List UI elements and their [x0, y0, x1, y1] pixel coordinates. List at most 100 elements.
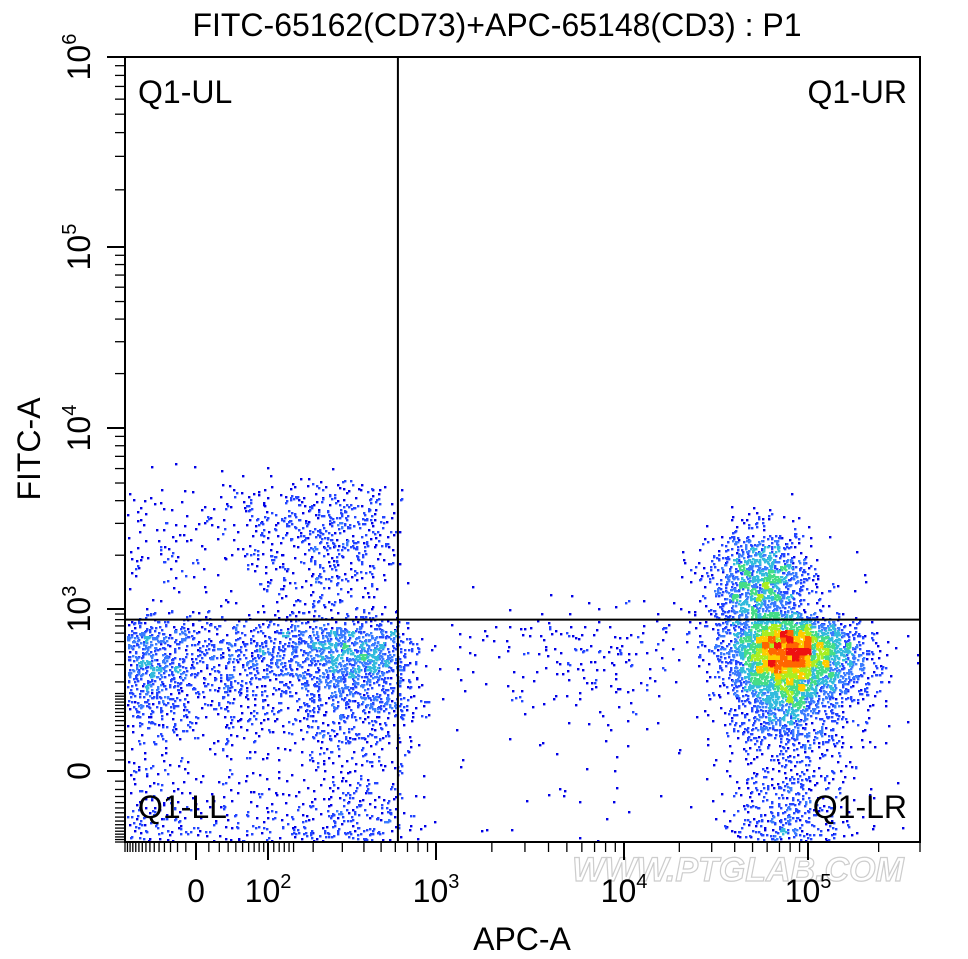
event-point	[298, 499, 301, 502]
event-point	[378, 670, 381, 673]
event-point	[733, 795, 736, 798]
event-point	[784, 592, 787, 595]
event-point	[133, 499, 136, 502]
event-point	[254, 751, 257, 754]
event-point	[734, 724, 737, 727]
event-point	[294, 513, 297, 516]
event-point	[713, 694, 716, 697]
event-point	[286, 523, 289, 526]
event-point	[140, 832, 143, 835]
event-point	[192, 688, 195, 691]
event-point	[348, 731, 351, 734]
event-point	[729, 661, 732, 664]
event-point	[197, 834, 200, 837]
event-point	[423, 775, 426, 778]
event-point	[342, 674, 345, 677]
event-point	[128, 634, 131, 637]
event-point	[366, 814, 369, 817]
event-point	[748, 513, 751, 516]
event-point	[334, 822, 337, 825]
event-point	[841, 629, 844, 632]
event-point	[203, 568, 206, 571]
event-point	[328, 757, 331, 760]
event-point	[130, 696, 133, 699]
event-point	[156, 823, 159, 826]
event-point	[235, 602, 238, 605]
event-point	[237, 682, 240, 685]
event-point	[824, 710, 827, 713]
event-point	[569, 613, 572, 616]
event-point	[442, 698, 445, 701]
event-point	[377, 708, 380, 711]
event-point	[743, 805, 746, 808]
event-point	[318, 686, 321, 689]
event-point	[401, 710, 404, 713]
event-point	[327, 537, 330, 540]
event-point	[371, 583, 374, 586]
event-point	[277, 522, 280, 525]
event-point	[177, 801, 180, 804]
event-point	[307, 713, 310, 716]
event-point	[348, 506, 351, 509]
event-point	[344, 622, 347, 625]
event-point	[214, 626, 217, 629]
event-point	[181, 690, 184, 693]
event-point	[144, 500, 147, 503]
event-point	[829, 590, 832, 593]
event-point	[719, 665, 722, 668]
event-point	[276, 551, 279, 554]
event-point	[763, 776, 766, 779]
event-point	[310, 594, 313, 597]
event-point	[283, 731, 286, 734]
event-point	[819, 689, 822, 692]
event-point	[137, 565, 140, 568]
event-point	[774, 729, 777, 732]
event-point	[318, 683, 321, 686]
event-point	[366, 644, 369, 647]
event-point	[363, 512, 366, 515]
event-point	[841, 697, 844, 700]
event-point	[229, 769, 232, 772]
event-point	[226, 691, 229, 694]
event-point	[371, 585, 374, 588]
event-point	[249, 757, 252, 760]
event-point	[818, 599, 821, 602]
event-point	[399, 531, 402, 534]
event-point	[209, 689, 212, 692]
event-point	[853, 638, 856, 641]
event-point	[316, 485, 319, 488]
event-point	[194, 688, 197, 691]
event-point	[766, 767, 769, 770]
event-point	[791, 776, 794, 779]
event-point	[248, 496, 251, 499]
event-point	[328, 687, 331, 690]
event-point	[150, 716, 153, 719]
event-point	[339, 601, 342, 604]
event-point	[805, 792, 808, 795]
event-point	[349, 831, 352, 834]
event-point	[266, 664, 269, 667]
event-point	[858, 654, 861, 657]
event-point	[184, 706, 187, 709]
event-point	[198, 612, 201, 615]
event-point	[129, 824, 132, 827]
event-point	[243, 625, 246, 628]
event-point	[316, 501, 319, 504]
event-point	[368, 783, 371, 786]
event-point	[850, 686, 853, 689]
event-point	[354, 692, 357, 695]
event-point	[308, 636, 311, 639]
event-point	[189, 721, 192, 724]
event-point	[217, 690, 220, 693]
event-point	[816, 602, 819, 605]
event-point	[657, 643, 660, 646]
event-point	[769, 806, 772, 809]
event-point	[838, 788, 841, 791]
event-point	[316, 685, 319, 688]
event-point	[143, 817, 146, 820]
event-point	[745, 694, 748, 697]
event-point	[138, 740, 141, 743]
event-point	[145, 513, 148, 516]
event-point	[781, 537, 784, 540]
event-point	[317, 639, 320, 642]
